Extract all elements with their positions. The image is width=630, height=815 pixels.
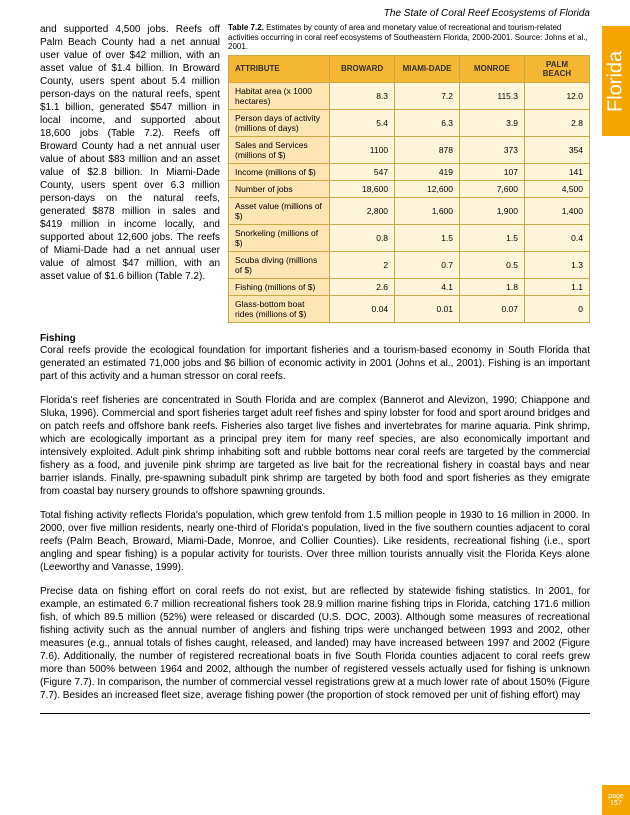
cell-value: 0.07 (460, 295, 525, 322)
running-header: The State of Coral Reef Ecosystems of Fl… (0, 0, 630, 19)
cell-value: 12.0 (524, 82, 589, 109)
cell-value: 0.4 (524, 224, 589, 251)
cell-value: 107 (460, 163, 525, 180)
cell-value: 1.1 (524, 278, 589, 295)
bottom-rule (40, 713, 590, 714)
left-column-text: and supported 4,500 jobs. Reefs off Palm… (40, 23, 220, 323)
cell-value: 2.6 (330, 278, 395, 295)
cell-value: 1,400 (524, 197, 589, 224)
cell-value: 4.1 (395, 278, 460, 295)
cell-attr: Person days of activity (millions of day… (229, 109, 330, 136)
cell-value: 1,900 (460, 197, 525, 224)
table-caption-text: Estimates by county of area and monetary… (228, 23, 588, 51)
fishing-heading: Fishing (40, 333, 590, 344)
cell-value: 2 (330, 251, 395, 278)
cell-attr: Income (millions of $) (229, 163, 330, 180)
th-attribute: ATTRIBUTE (229, 55, 330, 82)
table-row: Asset value (millions of $)2,8001,6001,9… (229, 197, 590, 224)
page-word: page (608, 793, 624, 800)
cell-attr: Sales and Services (millions of $) (229, 136, 330, 163)
cell-value: 1.5 (460, 224, 525, 251)
th-monroe: MONROE (460, 55, 525, 82)
th-miami: MIAMI-DADE (395, 55, 460, 82)
cell-value: 1,600 (395, 197, 460, 224)
cell-value: 115.3 (460, 82, 525, 109)
table-row: Scuba diving (millions of $)20.70.51.3 (229, 251, 590, 278)
cell-value: 12,600 (395, 180, 460, 197)
cell-attr: Snorkeling (millions of $) (229, 224, 330, 251)
left-paragraph: and supported 4,500 jobs. Reefs off Palm… (40, 24, 220, 282)
table-row: Snorkeling (millions of $)0.81.51.50.4 (229, 224, 590, 251)
table-row: Person days of activity (millions of day… (229, 109, 590, 136)
table-row: Sales and Services (millions of $)110087… (229, 136, 590, 163)
paragraph-3: Florida's reef fisheries are concentrate… (40, 394, 590, 498)
cell-attr: Habitat area (x 1000 hectares) (229, 82, 330, 109)
table-row: Fishing (millions of $)2.64.11.81.1 (229, 278, 590, 295)
data-table: ATTRIBUTE BROWARD MIAMI-DADE MONROE PALM… (228, 55, 590, 323)
cell-value: 18,600 (330, 180, 395, 197)
paragraph-2: Coral reefs provide the ecological found… (40, 344, 590, 383)
cell-value: 0.01 (395, 295, 460, 322)
paragraph-5: Precise data on fishing effort on coral … (40, 585, 590, 702)
cell-value: 0.04 (330, 295, 395, 322)
cell-attr: Glass-bottom boat rides (millions of $) (229, 295, 330, 322)
cell-value: 419 (395, 163, 460, 180)
cell-value: 5.4 (330, 109, 395, 136)
cell-value: 7,600 (460, 180, 525, 197)
cell-value: 1.5 (395, 224, 460, 251)
cell-value: 1.3 (524, 251, 589, 278)
cell-value: 141 (524, 163, 589, 180)
cell-value: 0.8 (330, 224, 395, 251)
cell-value: 0.5 (460, 251, 525, 278)
cell-value: 354 (524, 136, 589, 163)
table-row: Glass-bottom boat rides (millions of $)0… (229, 295, 590, 322)
table-header-row: ATTRIBUTE BROWARD MIAMI-DADE MONROE PALM… (229, 55, 590, 82)
paragraph-4: Total fishing activity reflects Florida'… (40, 509, 590, 574)
cell-value: 1100 (330, 136, 395, 163)
table-caption-prefix: Table 7.2. (228, 23, 264, 32)
cell-attr: Scuba diving (millions of $) (229, 251, 330, 278)
th-broward: BROWARD (330, 55, 395, 82)
cell-attr: Number of jobs (229, 180, 330, 197)
page-number-badge: page 157 (602, 785, 630, 815)
cell-value: 3.9 (460, 109, 525, 136)
cell-value: 0 (524, 295, 589, 322)
table-row: Income (millions of $)547419107141 (229, 163, 590, 180)
cell-value: 373 (460, 136, 525, 163)
side-tab-florida: Florida (602, 26, 630, 136)
cell-attr: Asset value (millions of $) (229, 197, 330, 224)
table-row: Habitat area (x 1000 hectares)8.37.2115.… (229, 82, 590, 109)
cell-value: 7.2 (395, 82, 460, 109)
cell-attr: Fishing (millions of $) (229, 278, 330, 295)
table-row: Number of jobs18,60012,6007,6004,500 (229, 180, 590, 197)
cell-value: 4,500 (524, 180, 589, 197)
cell-value: 2.8 (524, 109, 589, 136)
th-palm: PALM BEACH (524, 55, 589, 82)
table-caption: Table 7.2. Estimates by county of area a… (228, 23, 590, 52)
cell-value: 547 (330, 163, 395, 180)
cell-value: 8.3 (330, 82, 395, 109)
cell-value: 1.8 (460, 278, 525, 295)
cell-value: 878 (395, 136, 460, 163)
cell-value: 6.3 (395, 109, 460, 136)
cell-value: 2,800 (330, 197, 395, 224)
cell-value: 0.7 (395, 251, 460, 278)
page-num: 157 (610, 800, 622, 807)
